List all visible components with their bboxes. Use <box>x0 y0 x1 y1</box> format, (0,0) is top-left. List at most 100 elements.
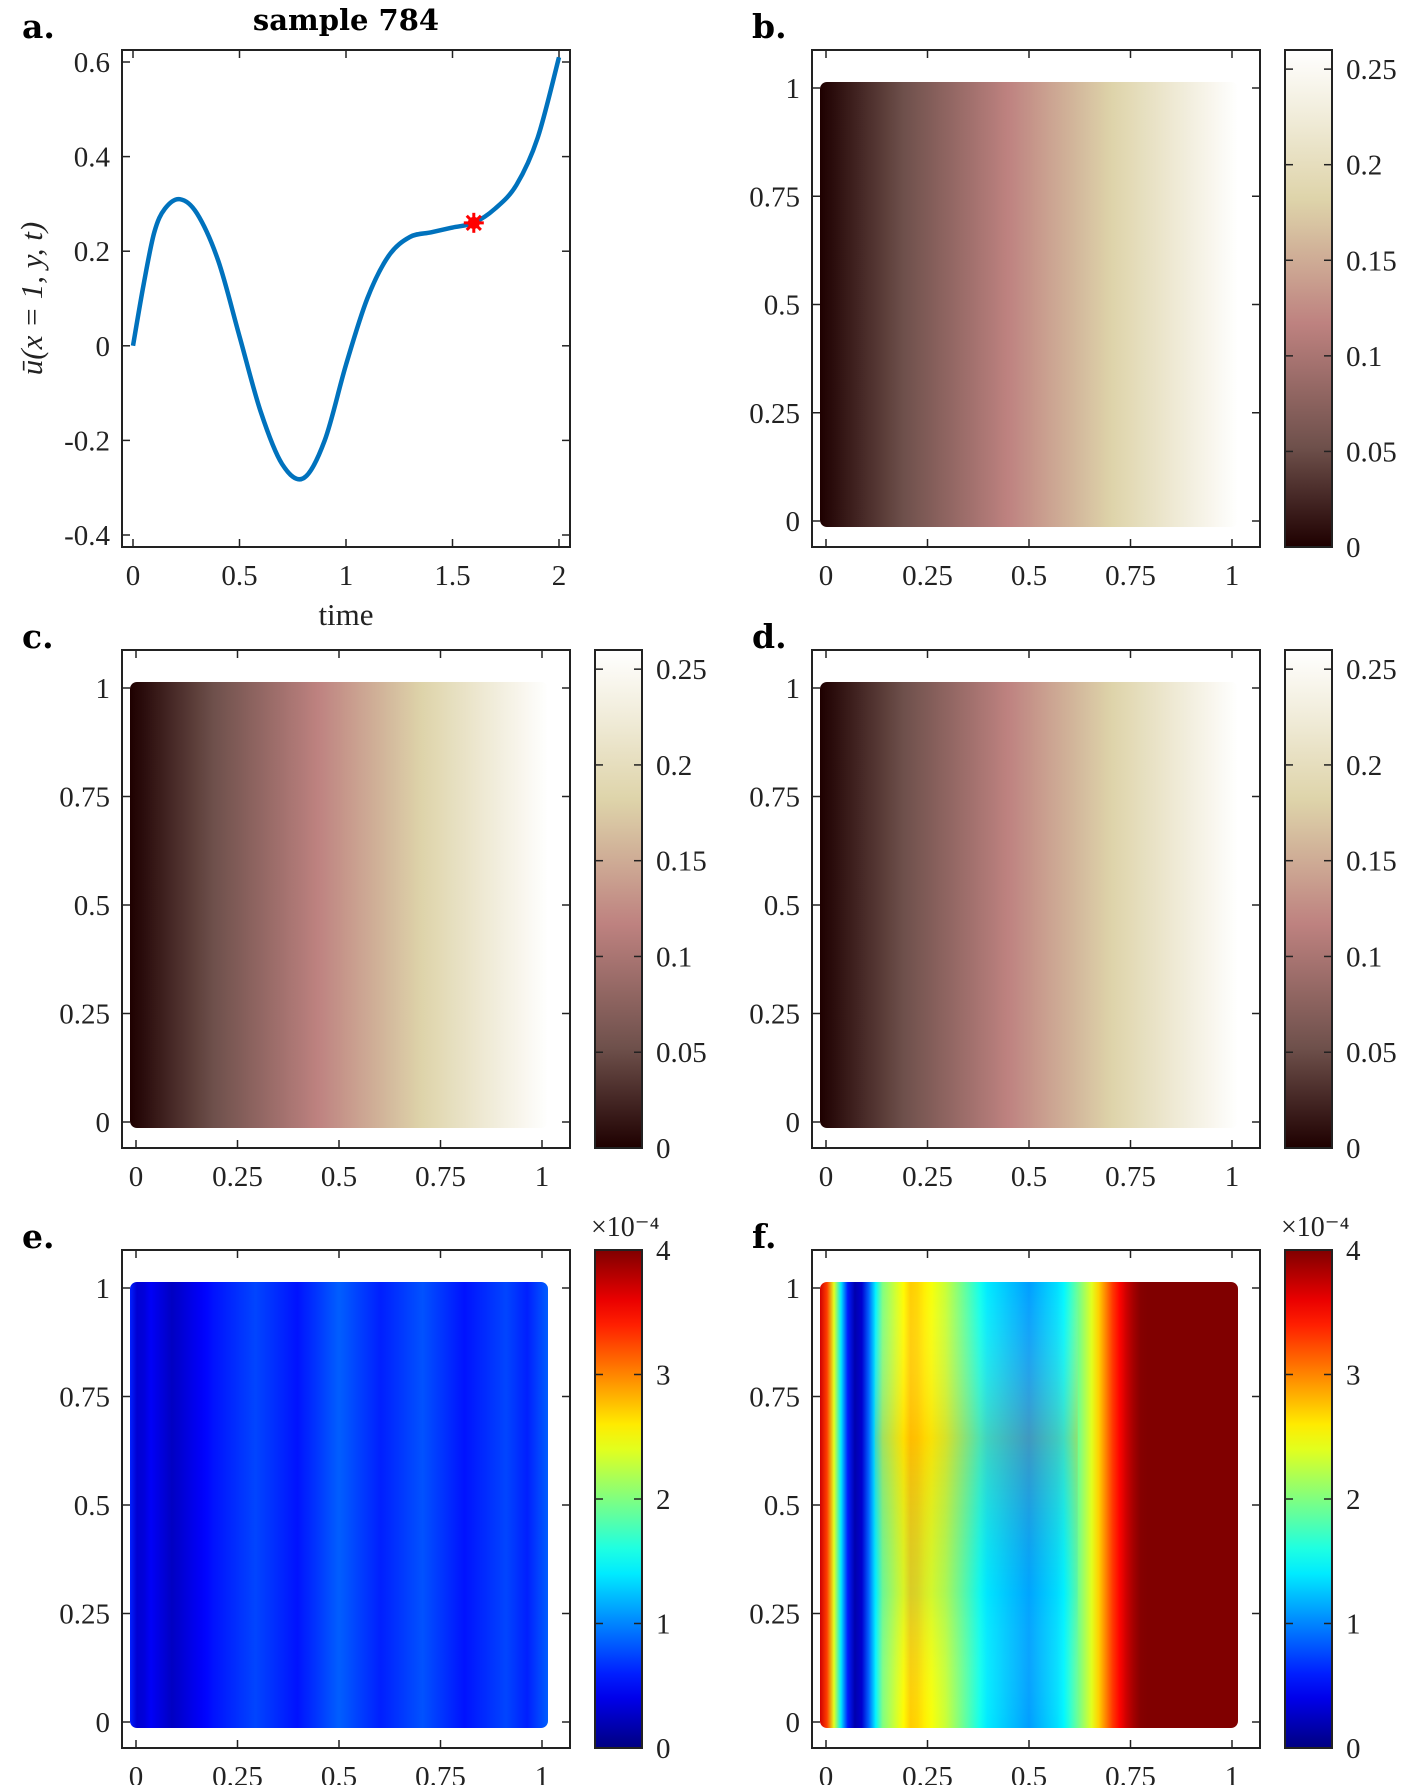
colorbar-tick-label: 0.15 <box>656 846 707 878</box>
x-tick-label: 1 <box>1225 1761 1240 1785</box>
field-surface <box>820 682 1238 1128</box>
panel-label: f. <box>752 1217 777 1256</box>
colorbar-tick-label: 0.25 <box>656 654 707 686</box>
x-tick-label: 1.5 <box>434 560 470 592</box>
colorbar-tick-label: 4 <box>656 1235 671 1267</box>
y-tick-label: 0.25 <box>59 1599 110 1631</box>
x-tick-label: 0.75 <box>415 1161 466 1193</box>
x-tick-label: 0.75 <box>1105 1161 1156 1193</box>
colorbar-tick-label: 0.05 <box>1346 1037 1397 1069</box>
x-tick-label: 1 <box>535 1161 550 1193</box>
colorbar-tick-label: 0.05 <box>656 1037 707 1069</box>
x-tick-label: 0 <box>819 1161 834 1193</box>
x-tick-label: 0.5 <box>321 1761 357 1785</box>
field-surface <box>130 682 548 1128</box>
colorbar-tick-label: 3 <box>1346 1360 1361 1392</box>
colorbar-tick-label: 2 <box>656 1484 671 1516</box>
x-tick-label: 0.5 <box>221 560 257 592</box>
colorbar-tick-label: 0.25 <box>1346 654 1397 686</box>
colorbar-tick-label: 0 <box>1346 532 1361 564</box>
axes-frame <box>121 1249 571 1749</box>
y-tick-label: 0 <box>96 1707 111 1739</box>
x-tick-label: 0.5 <box>1011 560 1047 592</box>
colorbar-tick-label: 0 <box>1346 1133 1361 1165</box>
y-tick-label: 0.75 <box>749 782 800 814</box>
colorbar-tick-label: 0.2 <box>1346 750 1382 782</box>
y-tick-label: 0.75 <box>749 181 800 213</box>
y-tick-label: 0.6 <box>74 47 110 79</box>
y-tick-label: 0.25 <box>749 398 800 430</box>
y-tick-label: 0.75 <box>59 1382 110 1414</box>
x-tick-label: 1 <box>339 560 354 592</box>
panel-label: d. <box>752 617 787 656</box>
panel-f: f. 0 0.25 0.5 0.75 1 0 0.25 0.5 0.75 1 0 1 2 3 4×10⁻⁴ <box>749 1212 1361 1785</box>
panel-label: e. <box>22 1217 54 1256</box>
x-tick-label: 1 <box>535 1761 550 1785</box>
colorbar: 0 0.05 0.1 0.15 0.2 0.25 <box>594 649 707 1165</box>
field-shading <box>874 1282 1078 1728</box>
colorbar-tick-label: 0.1 <box>1346 341 1382 373</box>
y-tick-label: 0.2 <box>74 236 110 268</box>
colorbar-bar <box>594 649 643 1149</box>
panel-label: b. <box>752 7 787 46</box>
x-tick-label: 0.5 <box>1011 1761 1047 1785</box>
colorbar: 0 0.05 0.1 0.15 0.2 0.25 <box>1284 649 1397 1165</box>
y-tick-label: 0.5 <box>764 890 800 922</box>
colorbar-tick-label: 3 <box>656 1360 671 1392</box>
x-tick-label: 0.75 <box>1105 560 1156 592</box>
y-tick-label: 0.5 <box>74 890 110 922</box>
series-line <box>130 56 562 482</box>
y-tick-label: 1 <box>786 1273 801 1305</box>
x-tick-label: 2 <box>552 560 567 592</box>
y-tick-label: 0 <box>96 1107 111 1139</box>
x-tick-label: 1 <box>1225 1161 1240 1193</box>
colorbar-tick-label: 0 <box>656 1733 671 1765</box>
y-tick-label: -0.4 <box>64 520 110 552</box>
colorbar-tick-label: 0.1 <box>1346 941 1382 973</box>
y-tick-label: 0.5 <box>764 1490 800 1522</box>
y-tick-label: 0.75 <box>59 782 110 814</box>
colorbar-multiplier: ×10⁻⁴ <box>591 1212 659 1243</box>
colorbar-tick-label: 0.25 <box>1346 54 1397 86</box>
colorbar: 0 0.05 0.1 0.15 0.2 0.25 <box>1284 49 1397 564</box>
y-tick-label: 0.25 <box>749 1599 800 1631</box>
colorbar-tick-label: 0.15 <box>1346 846 1397 878</box>
x-tick-label: 0.25 <box>902 560 953 592</box>
panel-c: c. 0 0.25 0.5 0.75 1 0 0.25 0.5 0.75 1 0 0.05 0.1 0.15… <box>22 617 707 1193</box>
y-tick-label: 0.25 <box>749 999 800 1031</box>
y-tick-label: 0 <box>786 1107 801 1139</box>
colorbar-bar <box>1284 49 1333 548</box>
colorbar-tick-label: 0 <box>1346 1733 1361 1765</box>
y-tick-label: 1 <box>96 673 111 705</box>
x-tick-label: 0 <box>129 1761 144 1785</box>
x-tick-label: 0.75 <box>1105 1761 1156 1785</box>
y-tick-label: 0.75 <box>749 1382 800 1414</box>
axes-frame <box>811 1249 1261 1749</box>
panel-b: b. 0 0.25 0.5 0.75 1 0 0.25 0.5 0.75 1 0 0.05 0.1 0.15… <box>749 7 1397 592</box>
x-tick-label: 0 <box>129 1161 144 1193</box>
colorbar-tick-label: 0.2 <box>656 750 692 782</box>
x-tick-label: 0 <box>126 560 141 592</box>
x-tick-label: 0.5 <box>1011 1161 1047 1193</box>
colorbar: 0 1 2 3 4×10⁻⁴ <box>591 1212 671 1765</box>
axes-frame <box>121 649 571 1149</box>
x-tick-label: 1 <box>1225 560 1240 592</box>
panel-label: c. <box>22 617 54 656</box>
x-tick-label: 0.25 <box>212 1161 263 1193</box>
chart-title: sample 784 <box>253 3 439 37</box>
x-tick-label: 0.75 <box>415 1761 466 1785</box>
panel-e: e. 0 0.25 0.5 0.75 1 0 0.25 0.5 0.75 1 0 1 2 3 4×10⁻⁴ <box>22 1212 671 1785</box>
x-tick-label: 0.25 <box>902 1761 953 1785</box>
y-tick-label: -0.2 <box>64 425 110 457</box>
y-tick-label: 1 <box>96 1273 111 1305</box>
colorbar: 0 1 2 3 4×10⁻⁴ <box>1281 1212 1361 1765</box>
x-axis-label: time <box>318 597 373 632</box>
colorbar-multiplier: ×10⁻⁴ <box>1281 1212 1349 1243</box>
panel-label: a. <box>22 7 55 46</box>
y-tick-label: 0.25 <box>59 999 110 1031</box>
y-tick-label: 0.4 <box>74 142 111 174</box>
colorbar-tick-label: 0 <box>656 1133 671 1165</box>
field-surface <box>820 82 1238 527</box>
y-tick-label: 0.5 <box>74 1490 110 1522</box>
